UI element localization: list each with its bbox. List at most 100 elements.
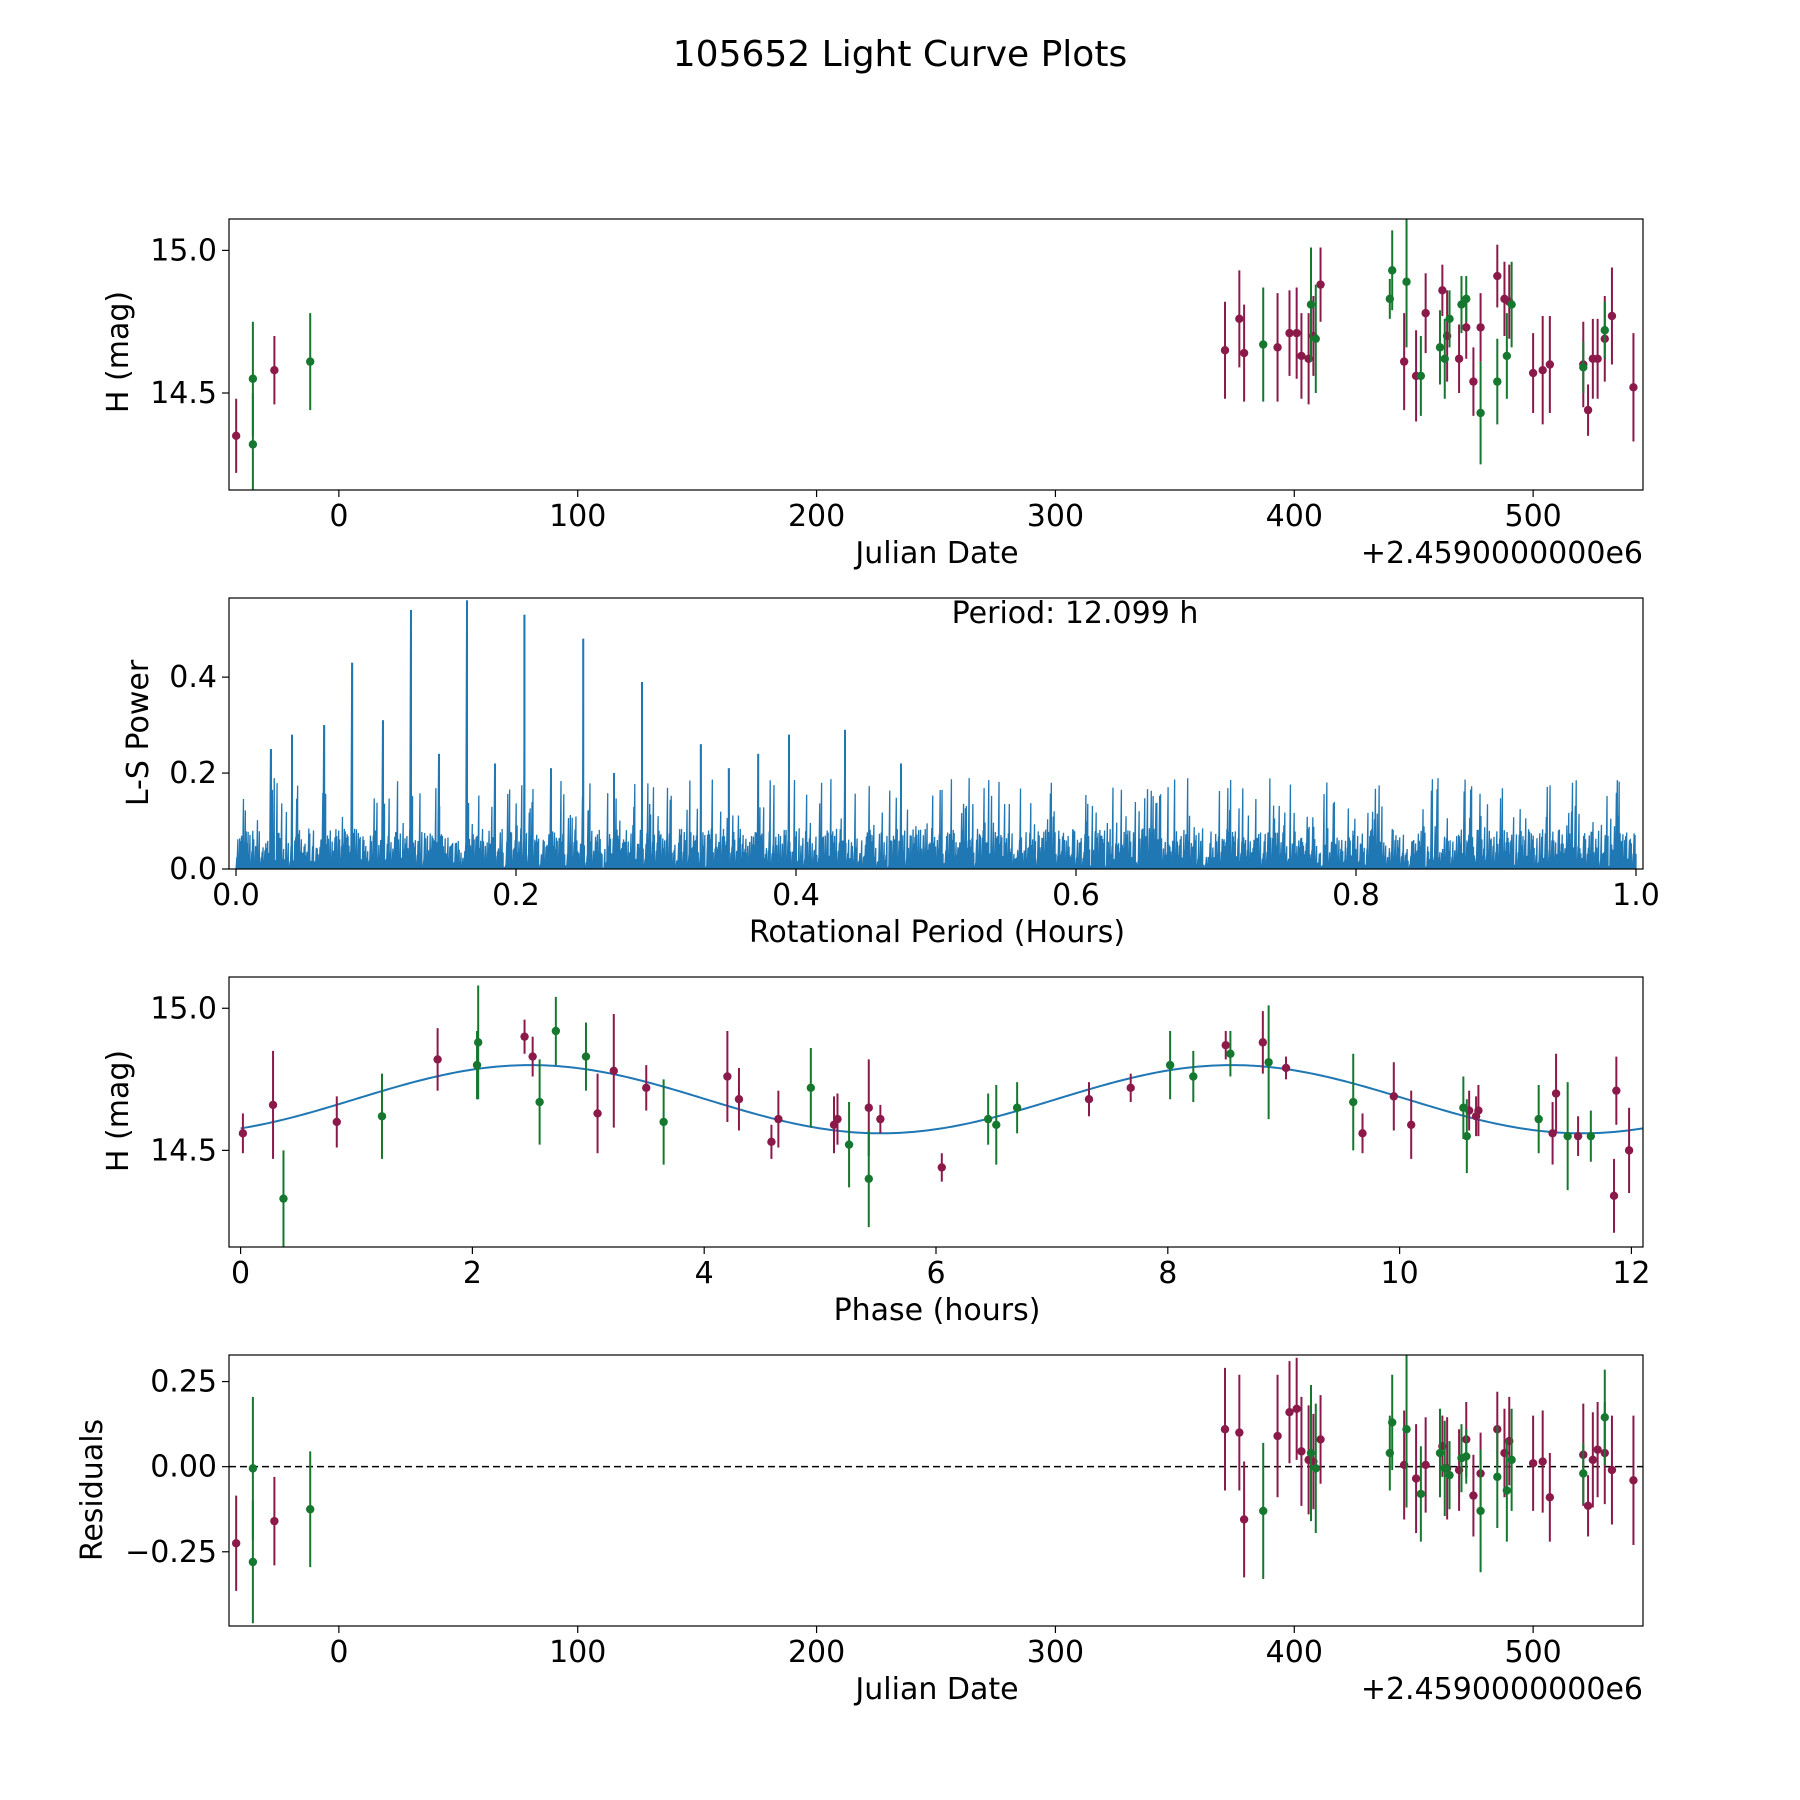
- data-point: [1474, 1106, 1483, 1115]
- data-point: [1126, 1083, 1135, 1093]
- data-point: [1607, 1465, 1617, 1475]
- data-point: [1406, 1120, 1416, 1129]
- data-point: [937, 1163, 946, 1172]
- data-point: [1624, 1146, 1634, 1155]
- data-point: [1292, 1404, 1301, 1413]
- x-tick-label: 300: [1027, 499, 1084, 534]
- x-tick-label: 0: [329, 499, 348, 534]
- period-annotation: Period: 12.099 h: [952, 596, 1199, 631]
- data-point: [659, 1117, 668, 1127]
- axes-frame: [228, 976, 1644, 1248]
- data-point: [270, 365, 279, 375]
- data-point: [723, 1072, 732, 1081]
- data-point: [1534, 1114, 1543, 1124]
- data-point: [1462, 323, 1471, 332]
- x-tick-label: 500: [1504, 499, 1561, 534]
- data-point: [1507, 300, 1516, 309]
- y-tick-label: 15.0: [150, 233, 217, 268]
- data-point: [1297, 1447, 1306, 1456]
- phased-xlabel: Phase (hours): [834, 1293, 1041, 1328]
- data-point: [1462, 294, 1471, 304]
- data-point: [1402, 277, 1411, 286]
- data-point: [551, 1026, 561, 1036]
- data-point: [806, 1083, 816, 1093]
- data-point: [1316, 1435, 1325, 1444]
- x-tick-label: 0: [231, 1256, 250, 1291]
- data-point: [1588, 1455, 1598, 1465]
- data-point: [1493, 271, 1502, 281]
- data-point: [1189, 1072, 1198, 1081]
- x-tick-label: 1.0: [1612, 878, 1660, 913]
- data-point: [1586, 1131, 1596, 1141]
- data-point: [1457, 300, 1466, 309]
- data-point: [1502, 1486, 1512, 1495]
- data-point: [270, 1516, 279, 1526]
- data-point: [1445, 1470, 1454, 1480]
- data-point: [248, 1464, 258, 1473]
- data-point: [1235, 314, 1244, 324]
- y-tick-label: 0.4: [169, 660, 217, 695]
- data-point: [1438, 286, 1447, 295]
- data-point: [1462, 1131, 1472, 1141]
- data-point: [833, 1114, 842, 1124]
- x-tick-label: 200: [788, 1635, 845, 1670]
- data-point: [1545, 360, 1555, 369]
- data-point: [231, 431, 241, 440]
- data-point: [1221, 1041, 1230, 1050]
- data-point: [279, 1194, 288, 1203]
- data-point: [248, 374, 258, 383]
- figure-title: 105652 Light Curve Plots: [673, 34, 1127, 75]
- residuals-panel: Residuals Julian Date +2.4590000000e6 0 1…: [75, 1354, 1644, 1707]
- fit-curve: [240, 1064, 1643, 1135]
- x-tick-label: 300: [1027, 1635, 1084, 1670]
- data-point: [1306, 1448, 1316, 1458]
- data-point: [1399, 357, 1409, 366]
- phased-ylabel: H (mag): [101, 1050, 136, 1172]
- data-point: [1416, 371, 1426, 381]
- periodogram-xlabel: Rotational Period (Hours): [749, 915, 1125, 950]
- data-point: [1259, 1506, 1268, 1516]
- data-point: [1454, 354, 1464, 363]
- data-point: [1273, 1431, 1282, 1441]
- data-point: [1281, 1063, 1291, 1073]
- periodogram-ylabel: L-S Power: [121, 659, 156, 806]
- data-point: [1609, 1191, 1619, 1201]
- data-point: [1273, 343, 1282, 352]
- data-point: [1285, 328, 1294, 338]
- data-point: [864, 1103, 873, 1112]
- green-band-series: [279, 985, 1596, 1247]
- x-tick-label: 400: [1266, 499, 1323, 534]
- x-tick-label: 200: [788, 499, 845, 534]
- data-point: [1306, 300, 1316, 309]
- residuals-xlabel: Julian Date: [853, 1672, 1018, 1707]
- x-tick-label: 2: [463, 1256, 482, 1291]
- data-point: [983, 1114, 993, 1124]
- data-point: [581, 1052, 591, 1061]
- data-point: [473, 1038, 483, 1047]
- data-point: [1285, 1407, 1294, 1417]
- data-point: [1084, 1095, 1094, 1104]
- data-point: [377, 1112, 387, 1121]
- data-point: [1551, 1089, 1561, 1098]
- data-point: [1583, 405, 1593, 415]
- green-band-series: [248, 219, 1609, 490]
- data-point: [642, 1083, 651, 1093]
- x-tick-label: 6: [926, 1256, 945, 1291]
- data-point: [520, 1032, 529, 1041]
- data-point: [1476, 1506, 1485, 1516]
- x-tick-label: 0.2: [492, 878, 540, 913]
- data-point: [1600, 326, 1609, 335]
- y-tick-label: 14.5: [150, 376, 217, 411]
- x-tick-label: 4: [695, 1256, 714, 1291]
- data-point: [864, 1174, 873, 1183]
- data-point: [1507, 1455, 1516, 1465]
- red-band-series: [231, 244, 1638, 473]
- y-tick-label: 14.5: [150, 1133, 217, 1168]
- x-tick-label: 12: [1612, 1256, 1650, 1291]
- axes-frame: [228, 218, 1644, 491]
- data-point: [1538, 365, 1547, 375]
- data-point: [1563, 1131, 1572, 1141]
- axes-frame: [228, 1354, 1644, 1627]
- data-point: [593, 1109, 602, 1118]
